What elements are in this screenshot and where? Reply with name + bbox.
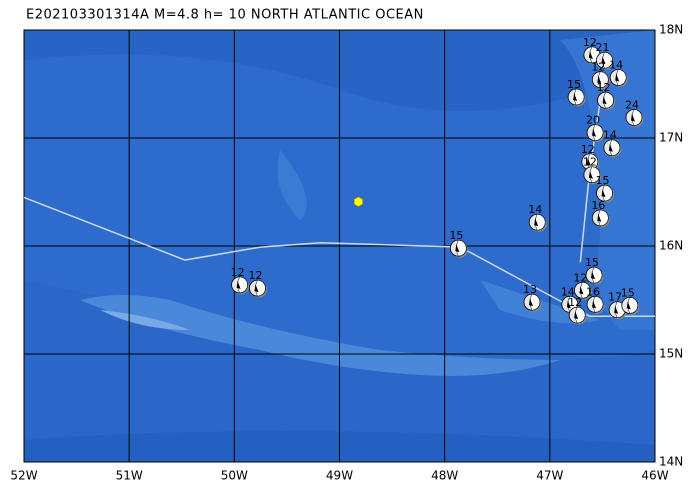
beachball-label: 16: [586, 285, 600, 298]
beachball-label: 12: [573, 271, 587, 284]
beachball-compression: [614, 305, 619, 314]
map-title: E202103301314A M=4.8 h= 10 NORTH ATLANTI…: [26, 8, 424, 23]
beachball: [621, 296, 640, 315]
beachball-compression: [455, 244, 460, 253]
beachball-compression: [592, 128, 597, 137]
beachball: [625, 109, 644, 127]
beachball-compression: [601, 189, 606, 198]
beachball-compression: [566, 300, 571, 309]
beachball-label: 20: [586, 114, 600, 127]
beachball: [249, 279, 267, 298]
beachball-compression: [601, 56, 606, 65]
beachball-compression: [592, 300, 597, 309]
beachball: [568, 306, 587, 325]
beachball: [523, 293, 542, 312]
beachball-compression: [597, 213, 602, 222]
lon-label: 48W: [431, 469, 458, 483]
beachball-label: 15: [621, 286, 635, 299]
beachball-label: 12: [591, 61, 605, 74]
beachball-compression: [608, 143, 613, 152]
lat-label: 17N: [659, 131, 683, 145]
beachball-label: 12: [568, 296, 582, 309]
lat-label: 16N: [659, 239, 683, 253]
beachball: [574, 281, 592, 300]
beachball-compression: [597, 75, 602, 84]
beachball-compression: [254, 284, 259, 293]
beachball-compression: [588, 170, 593, 179]
beachball-compression: [630, 113, 635, 122]
beachball-label: 21: [596, 41, 610, 54]
beachball-label: 14: [603, 129, 617, 142]
epicenter: [353, 196, 364, 208]
beachball-label: 12: [597, 81, 611, 94]
beachball: [591, 209, 610, 228]
beachball-compression: [615, 73, 620, 82]
beachball: [597, 91, 616, 110]
beachball-label: 13: [523, 283, 537, 296]
beachball-label: 15: [596, 174, 610, 187]
beachball-compression: [534, 218, 539, 227]
lat-label: 18N: [659, 23, 683, 37]
beachball-compression: [602, 96, 607, 105]
beachball: [583, 166, 602, 185]
lat-label: 14N: [659, 455, 683, 469]
beachball: [567, 88, 586, 107]
beachball-label: 12: [583, 156, 597, 169]
lon-label: 50W: [221, 469, 248, 483]
beachball-label: 12: [581, 143, 595, 156]
beachball-compression: [574, 311, 579, 320]
beachball-label: 12: [248, 269, 262, 282]
beachball-compression: [573, 92, 578, 101]
beachball-label: 14: [609, 59, 623, 72]
lon-label: 52W: [10, 469, 37, 483]
beachball-label: 15: [449, 229, 463, 242]
beachball-label: 12: [231, 266, 245, 279]
beachball-label: 15: [585, 256, 599, 269]
beachball-compression: [528, 298, 533, 307]
lon-label: 46W: [641, 469, 668, 483]
beachball-label: 24: [625, 98, 639, 111]
beachball-compression: [586, 157, 591, 166]
beachball-label: 14: [561, 285, 575, 298]
beachball: [231, 276, 250, 295]
beachball-label: 17: [608, 291, 622, 304]
beachball: [591, 71, 610, 90]
beachball-compression: [626, 301, 631, 310]
beachball-compression: [236, 280, 241, 289]
beachball: [586, 295, 605, 314]
beachball-label: 16: [591, 199, 605, 212]
beachball: [596, 51, 615, 70]
beachball-label: 12: [583, 36, 597, 49]
beachball: [596, 184, 615, 203]
beachball: [585, 266, 604, 285]
lon-label: 49W: [326, 469, 353, 483]
beachball-compression: [579, 286, 584, 295]
beachball-label: 15: [567, 78, 581, 91]
lon-label: 51W: [116, 469, 143, 483]
beachball: [528, 213, 547, 232]
beachball: [603, 139, 622, 158]
beachball: [586, 124, 605, 143]
lon-label: 47W: [536, 469, 563, 483]
beachball: [609, 69, 628, 88]
beachball-label: 14: [528, 203, 542, 216]
lat-label: 15N: [659, 347, 683, 361]
beachball: [449, 239, 468, 258]
beachball-compression: [588, 50, 593, 59]
beachball-compression: [591, 271, 596, 280]
